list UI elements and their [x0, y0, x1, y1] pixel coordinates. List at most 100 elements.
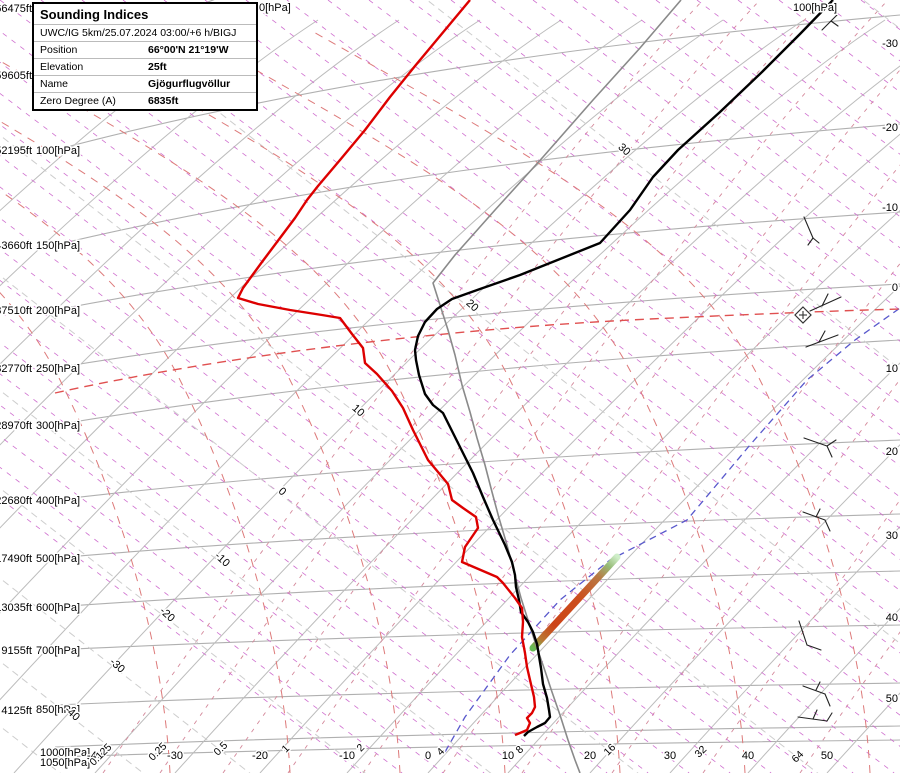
magenta-grid-line — [122, 0, 900, 592]
magenta-grid-line — [655, 0, 900, 186]
bottom-temperature-label: -30 — [167, 750, 183, 762]
pressure-axis-label: 150[hPa] — [36, 240, 80, 252]
altitude-axis-label: 28970ft — [0, 420, 32, 432]
isotherm-line — [174, 65, 900, 773]
mixing-ratio-label: 0.5 — [211, 739, 230, 758]
pressure-axis-label: 100[hPa] — [793, 2, 837, 14]
right-temperature-label: -30 — [882, 38, 898, 50]
dry-adiabat-label: -30 — [107, 656, 127, 676]
pressure-axis-label: 500[hPa] — [36, 553, 80, 565]
isobar-line — [54, 624, 900, 651]
dry-adiabat-label: -10 — [212, 550, 232, 570]
tropopause-line — [54, 308, 900, 394]
wind-barb-icon — [798, 620, 808, 646]
right-temperature-label: 10 — [886, 363, 898, 375]
magenta-grid-line — [0, 248, 690, 773]
isa-temperature-line — [444, 307, 900, 753]
moist-adiabat-line — [184, 29, 746, 773]
shear-gradient-segment — [529, 553, 621, 652]
parcel-curve — [432, 0, 682, 773]
bottom-temperature-label: 10 — [502, 750, 514, 762]
info-row-name: Name Gjögurflugvöllur — [34, 76, 256, 93]
magenta-grid-line — [0, 155, 813, 773]
bottom-temperature-label: 30 — [664, 750, 676, 762]
sounding-indices-title: Sounding Indices — [34, 4, 256, 25]
magenta-grid-line — [491, 0, 900, 311]
isotherm-line — [0, 19, 643, 614]
dry-adiabat-line — [0, 660, 144, 773]
pressure-axis-label: 600[hPa] — [36, 602, 80, 614]
altitude-axis-label: 59605ft — [0, 70, 32, 82]
magenta-grid-line — [204, 0, 900, 529]
mixing-ratio-line — [102, 0, 704, 773]
pressure-axis-label: 100[hPa] — [36, 145, 80, 157]
magenta-grid-line — [409, 0, 900, 373]
magenta-grid-line — [860, 0, 900, 31]
right-temperature-label: 50 — [886, 693, 898, 705]
pressure-axis-label: 700[hPa] — [36, 645, 80, 657]
info-label: Position — [40, 44, 78, 56]
right-temperature-label: 40 — [886, 612, 898, 624]
mixing-ratio-line — [442, 164, 900, 773]
isobar-line — [54, 283, 900, 369]
magenta-grid-line — [450, 0, 900, 342]
wind-barb-icon — [803, 216, 814, 239]
isobar-line — [54, 14, 900, 151]
altitude-axis-label: 17490ft — [0, 553, 32, 565]
info-value: 66°00'N 21°19'W — [148, 44, 229, 56]
info-label: Zero Degree (A) — [40, 95, 116, 107]
isobar-line — [54, 439, 900, 501]
wind-barb-icon — [824, 693, 831, 707]
bottom-temperature-label: -10 — [339, 750, 355, 762]
bottom-temperature-label: -20 — [252, 750, 268, 762]
magenta-grid-line — [0, 342, 567, 773]
dry-adiabat-label: 30 — [615, 141, 632, 158]
right-temperature-label: 20 — [886, 446, 898, 458]
dry-adiabat-line — [426, 0, 900, 370]
wind-barb-icon — [803, 437, 828, 447]
isotherm-line — [94, 19, 886, 773]
isobar-line — [54, 211, 900, 311]
magenta-grid-line — [245, 0, 900, 498]
pressure-axis-label: 400[hPa] — [36, 495, 80, 507]
altitude-axis-label: 37510ft — [0, 305, 32, 317]
sounding-run-info: UWC/IG 5km/25.07.2024 03:00/+6 h/BIGJ — [34, 25, 256, 42]
right-temperature-label: -20 — [882, 122, 898, 134]
bottom-temperature-label: 20 — [584, 750, 596, 762]
isobar-line — [54, 513, 900, 559]
altitude-axis-label: 9155ft — [1, 645, 32, 657]
isobar-line — [54, 682, 900, 706]
pressure-axis-label: 200[hPa] — [36, 305, 80, 317]
dry-adiabat-label: -20 — [157, 605, 177, 625]
info-row-elevation: Elevation 25ft — [34, 59, 256, 76]
wind-barb-icon — [805, 334, 839, 348]
wind-barb-icon — [802, 685, 826, 695]
pressure-axis-label: 250[hPa] — [36, 363, 80, 375]
magenta-grid-line — [0, 124, 854, 773]
wind-barb-icon — [826, 439, 837, 447]
dry-adiabat-line — [0, 134, 819, 773]
magenta-grid-line — [573, 0, 900, 249]
magenta-grid-line — [327, 0, 900, 436]
bottom-temperature-label: 40 — [742, 750, 754, 762]
isotherm-line — [13, 19, 805, 773]
wind-barb-icon — [809, 296, 842, 312]
isotherm-line — [0, 19, 481, 446]
mixing-ratio-line — [287, 0, 889, 773]
wind-barb-icon — [806, 644, 822, 651]
dry-adiabat-label: 20 — [463, 297, 480, 314]
magenta-grid-line — [819, 0, 900, 62]
isotherm-line — [507, 362, 900, 773]
dry-adiabat-line — [0, 274, 639, 773]
mixing-ratio-line — [222, 0, 824, 773]
moist-adiabat-line — [59, 29, 621, 773]
isotherm-line — [346, 209, 900, 773]
isotherm-line — [0, 19, 400, 365]
magenta-grid-line — [0, 186, 772, 773]
magenta-grid-line — [368, 0, 900, 405]
isobar-line — [54, 570, 900, 608]
